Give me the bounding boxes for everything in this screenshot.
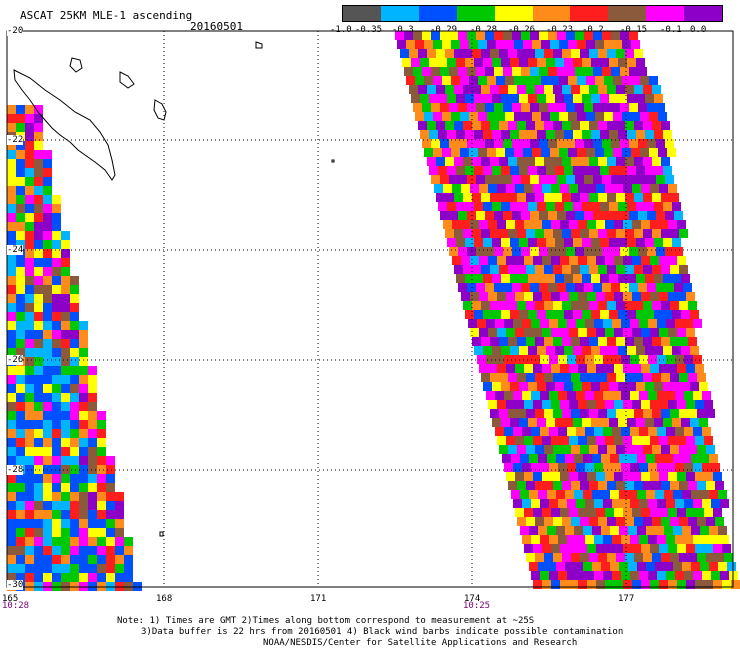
color-scale-tick-label: -0.26	[508, 25, 536, 35]
lat-label: -24	[7, 245, 24, 255]
chart-title: ASCAT 25KM MLE-1 ascending	[20, 9, 193, 22]
color-scale-bar	[342, 5, 723, 22]
time-label: 10:28	[2, 601, 30, 611]
lat-lon-grid	[7, 31, 733, 587]
map-frame	[6, 30, 734, 588]
color-scale-tick-label: -1.0	[330, 25, 352, 35]
lat-label: -20	[7, 26, 24, 36]
color-scale-segment	[418, 6, 457, 21]
note-line: 3)Data buffer is 22 hrs from 20160501 4)…	[141, 627, 624, 637]
color-scale-tick-label: -0.29	[430, 25, 458, 35]
color-scale-tick-label: -0.2	[582, 25, 604, 35]
lat-label: -26	[7, 355, 24, 365]
color-scale-tick-label: -0.23	[546, 25, 574, 35]
color-scale-segment	[608, 6, 647, 21]
color-scale-segment	[570, 6, 609, 21]
note-line: Note: 1) Times are GMT 2)Times along bot…	[117, 616, 535, 626]
swath-left	[7, 105, 142, 591]
color-scale-tick-label: 0.0	[690, 25, 707, 35]
color-scale-tick-label: -0.3	[392, 25, 414, 35]
lon-label: 165	[2, 594, 19, 604]
color-scale-segment	[456, 6, 495, 21]
color-scale-tick-label: -0.35	[355, 25, 383, 35]
lat-label: -22	[7, 135, 24, 145]
time-label: 10:25	[463, 601, 491, 611]
lat-label: -28	[7, 465, 24, 475]
lon-label: 171	[310, 594, 327, 604]
lon-label: 174	[464, 594, 481, 604]
color-scale-segment	[380, 6, 419, 21]
color-scale-segment	[343, 6, 381, 21]
color-scale-tick-label: -0.28	[470, 25, 498, 35]
swath-right	[395, 31, 740, 589]
chart-date: 20160501	[190, 20, 243, 33]
color-scale-tick-label: -0.1	[660, 25, 682, 35]
color-scale-tick-label: -0.15	[620, 25, 648, 35]
color-scale-segment	[646, 6, 685, 21]
lon-label: 177	[618, 594, 635, 604]
lat-label: -30	[7, 580, 24, 590]
note-line: NOAA/NESDIS/Center for Satellite Applica…	[263, 638, 578, 648]
lon-label: 168	[156, 594, 173, 604]
color-scale-ticks: -1.0 -0.35 -0.3 -0.29 -0.28 -0.26 -0.23 -0.2 -0.…	[330, 25, 730, 37]
coastline	[13, 41, 335, 537]
color-scale-segment	[684, 6, 723, 21]
color-scale-segment	[494, 6, 533, 21]
color-scale-segment	[532, 6, 571, 21]
